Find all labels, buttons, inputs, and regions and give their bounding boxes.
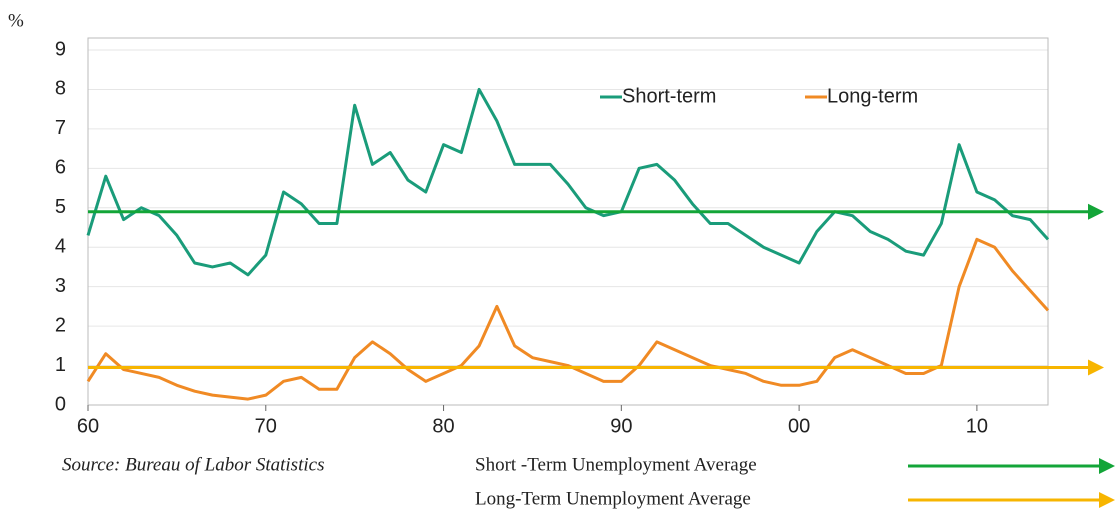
x-tick-label: 60 xyxy=(77,415,99,437)
series-line xyxy=(86,237,1050,401)
y-tick-label: 7 xyxy=(55,117,66,139)
y-tick-label: 6 xyxy=(55,157,66,179)
series-line xyxy=(86,87,1050,277)
y-tick-label: 4 xyxy=(55,236,66,258)
ref-legend-label: Short -Term Unemployment Average xyxy=(475,454,757,475)
x-tick-label: 00 xyxy=(788,415,810,437)
source: Source: Bureau of Labor Statistics xyxy=(62,454,324,475)
y-tick-label: 2 xyxy=(55,314,66,336)
y-tick-label: 3 xyxy=(55,275,66,297)
y-tick-label: 9 xyxy=(55,38,66,60)
legend-label: Long-term xyxy=(827,85,918,107)
x-tick-label: 70 xyxy=(255,415,277,437)
average-line-head xyxy=(1088,359,1104,376)
y-tick-label: 1 xyxy=(55,354,66,376)
y-tick-label: 8 xyxy=(55,78,66,100)
ref-legend-arrow-head xyxy=(1099,458,1115,474)
x-tick-label: 90 xyxy=(610,415,632,437)
legend-label: Short-term xyxy=(622,85,716,107)
y-tick-label: 0 xyxy=(55,393,66,415)
y-axis-label: % xyxy=(8,10,24,31)
ref-legend-arrow-head xyxy=(1099,492,1115,508)
x-tick-label: 10 xyxy=(966,415,988,437)
ref-legend-label: Long-Term Unemployment Average xyxy=(475,488,751,509)
average-line-head xyxy=(1088,203,1104,220)
y-tick-label: 5 xyxy=(55,196,66,218)
plot-frame xyxy=(87,37,1049,406)
x-tick-label: 80 xyxy=(432,415,454,437)
